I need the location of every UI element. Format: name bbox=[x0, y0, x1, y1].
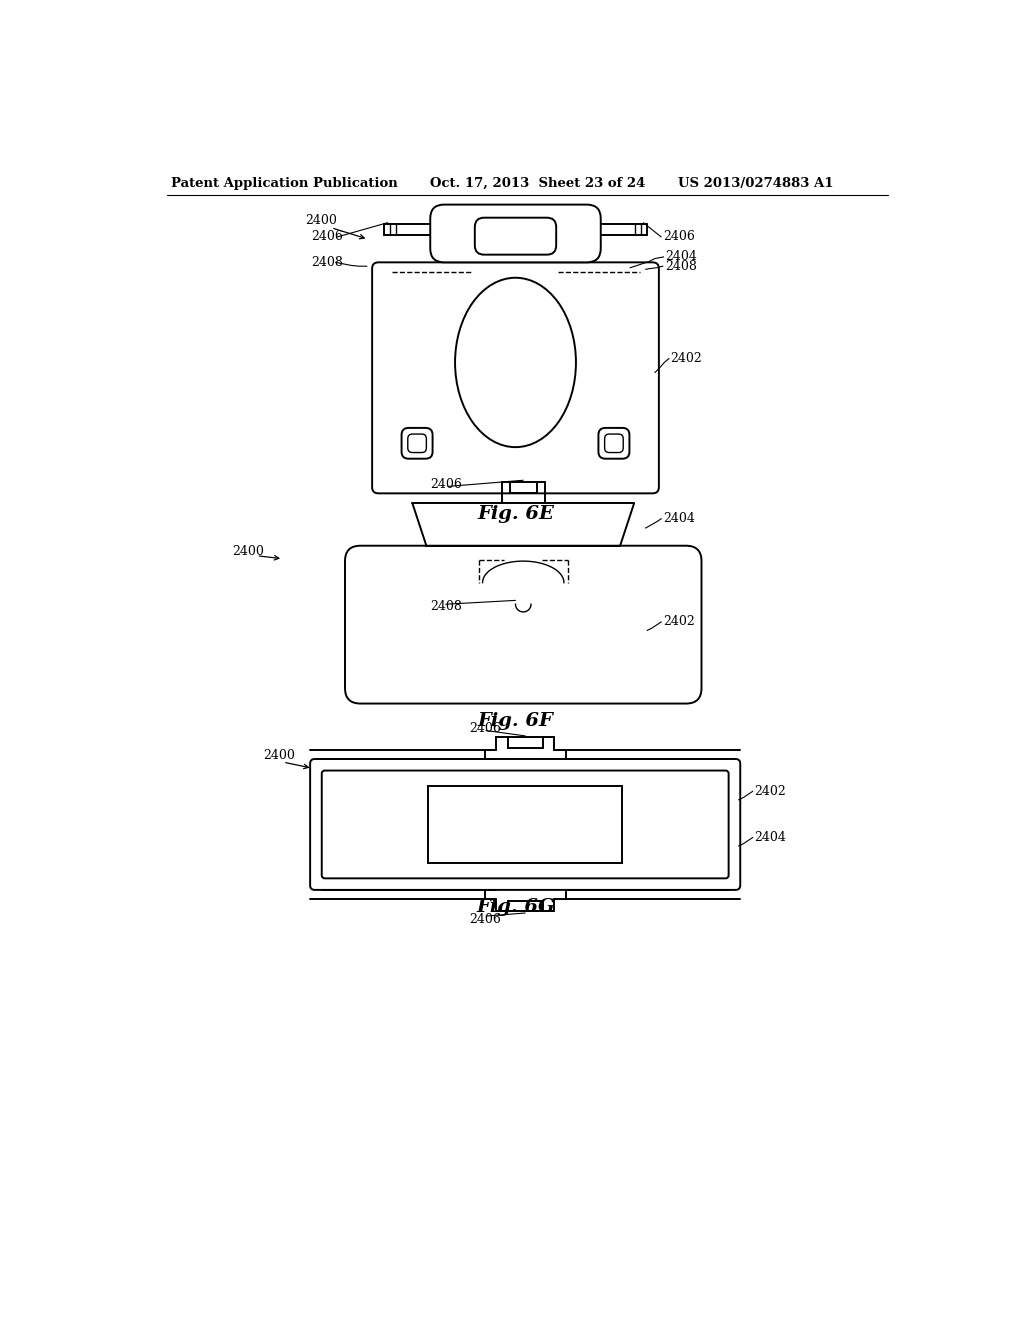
Text: 2402: 2402 bbox=[671, 352, 702, 366]
Text: Fig. 6G: Fig. 6G bbox=[476, 898, 555, 916]
Text: 2404: 2404 bbox=[665, 251, 697, 264]
FancyBboxPatch shape bbox=[401, 428, 432, 459]
Text: 2402: 2402 bbox=[755, 785, 786, 797]
Text: 2406: 2406 bbox=[311, 231, 343, 243]
Text: 2400: 2400 bbox=[263, 748, 296, 762]
Text: 2400: 2400 bbox=[232, 545, 264, 557]
Text: 2408: 2408 bbox=[311, 256, 343, 269]
FancyBboxPatch shape bbox=[322, 771, 729, 878]
Text: 2408: 2408 bbox=[430, 601, 462, 612]
Text: US 2013/0274883 A1: US 2013/0274883 A1 bbox=[678, 177, 834, 190]
FancyBboxPatch shape bbox=[475, 218, 556, 255]
Text: 2400: 2400 bbox=[305, 214, 337, 227]
Text: 2406: 2406 bbox=[663, 231, 694, 243]
Text: 2406: 2406 bbox=[469, 722, 501, 735]
FancyBboxPatch shape bbox=[310, 759, 740, 890]
Text: 2406: 2406 bbox=[430, 478, 462, 491]
Text: 2406: 2406 bbox=[469, 912, 501, 925]
Ellipse shape bbox=[455, 277, 575, 447]
FancyBboxPatch shape bbox=[372, 263, 658, 494]
Text: Fig. 6F: Fig. 6F bbox=[477, 711, 553, 730]
Text: 2404: 2404 bbox=[755, 832, 786, 843]
Text: Fig. 6E: Fig. 6E bbox=[477, 506, 554, 523]
Text: 2402: 2402 bbox=[663, 615, 694, 628]
Text: Patent Application Publication: Patent Application Publication bbox=[171, 177, 397, 190]
FancyBboxPatch shape bbox=[408, 434, 426, 453]
Bar bbox=[428, 785, 622, 863]
Text: 2404: 2404 bbox=[663, 512, 694, 525]
FancyBboxPatch shape bbox=[345, 545, 701, 704]
FancyBboxPatch shape bbox=[604, 434, 624, 453]
Text: Oct. 17, 2013  Sheet 23 of 24: Oct. 17, 2013 Sheet 23 of 24 bbox=[430, 177, 645, 190]
FancyBboxPatch shape bbox=[598, 428, 630, 459]
FancyBboxPatch shape bbox=[430, 205, 601, 263]
Text: 2408: 2408 bbox=[665, 260, 697, 273]
